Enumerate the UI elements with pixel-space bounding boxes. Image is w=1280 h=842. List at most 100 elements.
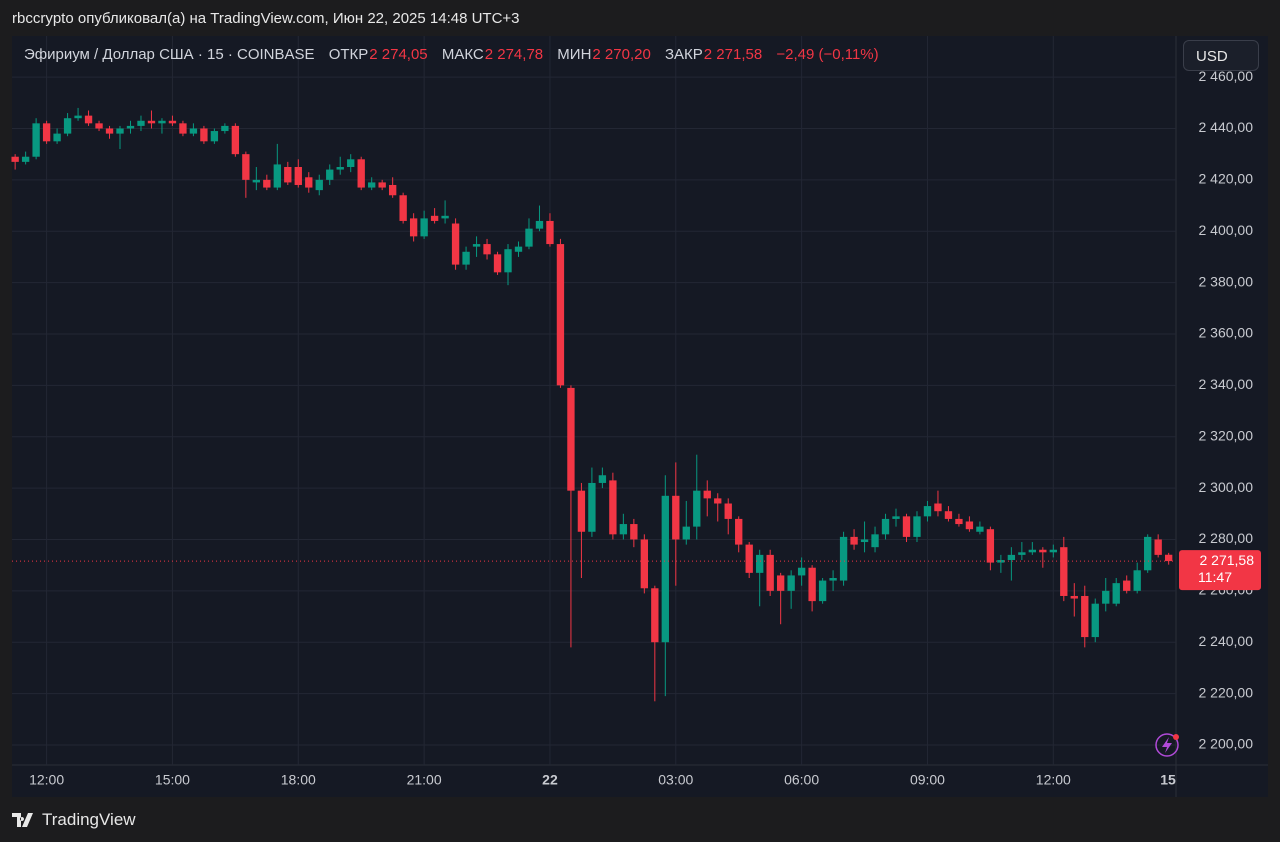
y-tick-label: 2 420,00 (1199, 171, 1254, 187)
y-tick-label: 2 200,00 (1199, 736, 1254, 752)
candle-body (588, 482, 596, 532)
candle-body (682, 526, 690, 540)
candle-body (441, 215, 449, 219)
candle-body (158, 120, 166, 124)
brand-logo (12, 813, 33, 827)
candle-body (693, 490, 701, 527)
x-tick-label: 15 (1160, 772, 1176, 788)
low-value: 2 270,20 (592, 46, 651, 63)
alert-dot (1173, 734, 1179, 740)
candle-body (651, 588, 659, 643)
x-tick-label: 18:00 (281, 772, 316, 788)
alert-icon (1155, 733, 1179, 757)
y-tick-label: 2 280,00 (1199, 530, 1254, 546)
candle-body (21, 156, 30, 162)
candle-body (347, 159, 355, 168)
x-tick-label: 03:00 (658, 772, 693, 788)
candle-body (1081, 595, 1089, 638)
candle-body (808, 567, 816, 602)
high-value: 2 274,78 (484, 46, 544, 63)
candle-body (409, 218, 418, 237)
candle-body (787, 575, 795, 591)
candle-body (147, 120, 156, 124)
candle-body (619, 524, 628, 535)
change: −2,49 (−0,11%) (776, 46, 879, 63)
candle-body (944, 511, 953, 519)
candle-body (923, 506, 932, 517)
candle-body (74, 115, 82, 119)
candle-body (326, 169, 334, 180)
brand: TradingView (42, 810, 136, 829)
candle-body (472, 244, 481, 247)
candle-body (210, 131, 219, 142)
candle-body (399, 195, 407, 221)
open-value: 2 274,05 (369, 46, 428, 63)
candle-body (189, 128, 198, 134)
candle-body (598, 475, 607, 483)
candle-body (881, 518, 890, 535)
candle-body (714, 498, 722, 504)
candle-body (609, 480, 617, 535)
candle-body (95, 123, 103, 129)
candle-body (242, 154, 250, 180)
candle-body (430, 215, 439, 221)
candle-body (294, 167, 302, 185)
candle-body (1007, 554, 1016, 561)
candle-body (818, 580, 827, 602)
candle-body (892, 516, 900, 519)
candle-body (745, 544, 753, 573)
candle-body (420, 218, 428, 237)
candle-body (273, 164, 281, 188)
x-tick-label: 12:00 (29, 772, 64, 788)
open-label: ОТКР (328, 46, 369, 63)
candle-body (525, 228, 533, 247)
candle-body (860, 539, 869, 543)
candle-body (368, 182, 376, 188)
currency-button[interactable]: USD (1183, 40, 1259, 71)
publisher-line: rbccrypto опубликовал(а) на TradingView.… (12, 10, 520, 27)
candle-body (53, 133, 61, 142)
candle-body (871, 534, 879, 548)
candle-body (1028, 549, 1037, 553)
candle-body (116, 128, 124, 134)
candle-body (986, 529, 995, 563)
candle-body (388, 184, 397, 196)
candle-body (179, 123, 187, 134)
symbol-legend: Эфириум / Доллар США · 15 · COINBASE ОТК… (24, 46, 889, 63)
candle-body (378, 182, 386, 188)
candle-body (672, 495, 680, 540)
candle-body (451, 223, 460, 265)
y-tick-label: 2 320,00 (1199, 427, 1254, 443)
candle-body (1154, 539, 1162, 555)
candle-body (514, 246, 523, 252)
y-tick-label: 2 340,00 (1199, 376, 1254, 392)
x-tick-label: 22 (542, 772, 558, 788)
chart-pane (12, 36, 1268, 797)
candle-body (1133, 570, 1141, 591)
candle-body (493, 254, 502, 273)
alert-icon-bolt (1162, 737, 1172, 753)
candle-body (1112, 583, 1120, 604)
candle-body (902, 516, 911, 537)
candle-body (724, 503, 732, 519)
candle-body (965, 521, 974, 530)
candle-body (567, 387, 575, 491)
candle-body (735, 518, 743, 545)
candle-body (63, 118, 72, 134)
candle-body (137, 120, 145, 126)
candle-body (839, 536, 848, 581)
candle-body (556, 244, 565, 386)
candle-body (1060, 547, 1068, 596)
candle-body (955, 518, 963, 525)
candle-body (252, 179, 261, 183)
y-tick-label: 2 240,00 (1199, 633, 1254, 649)
candle-body (776, 575, 785, 591)
x-tick-label: 06:00 (784, 772, 819, 788)
x-tick-label: 09:00 (910, 772, 945, 788)
candle-body (462, 251, 470, 265)
symbol: Эфириум / Доллар США · 15 · COINBASE (24, 46, 315, 63)
high-label: МАКС (441, 46, 484, 63)
y-tick-label: 2 400,00 (1199, 222, 1254, 238)
